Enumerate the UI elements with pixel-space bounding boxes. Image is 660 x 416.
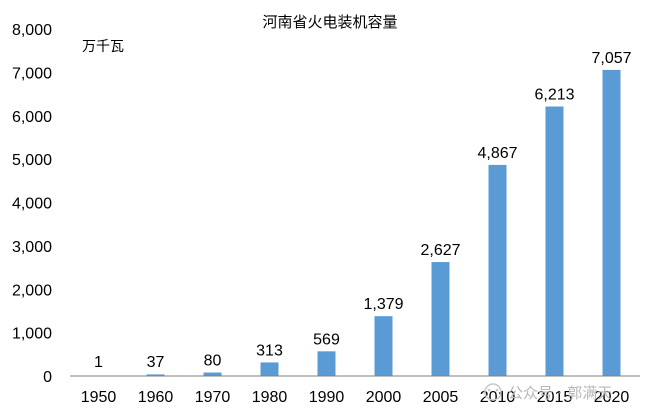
wechat-icon-eye-left — [487, 388, 491, 392]
x-tick-label: 2015 — [537, 389, 573, 406]
y-tick-label: 8,000 — [12, 22, 52, 39]
wechat-icon — [484, 383, 502, 401]
x-tick-label: 2010 — [480, 389, 516, 406]
data-label: 4,867 — [477, 145, 517, 162]
x-tick-label: 1990 — [309, 389, 345, 406]
bar — [146, 374, 165, 376]
x-tick-label: 1950 — [81, 389, 117, 406]
bar — [317, 351, 336, 376]
x-tick-label: 2020 — [594, 389, 630, 406]
data-label: 2,627 — [420, 242, 460, 259]
watermark-text: 公众号 · 郭满天 — [508, 384, 612, 402]
bar — [431, 262, 450, 376]
y-tick-label: 7,000 — [12, 65, 52, 82]
y-tick-label: 3,000 — [12, 239, 52, 256]
x-axis: 1950 1960 1970 1980 1990 2000 2005 2010 2015 2020 — [70, 375, 640, 406]
bar — [602, 69, 621, 377]
y-tick-label: 1,000 — [12, 326, 52, 343]
watermark: 公众号 · 郭满天 — [484, 383, 612, 402]
bar — [203, 372, 222, 376]
x-tick-label: 1980 — [252, 389, 288, 406]
bar — [488, 164, 507, 376]
x-tick-label: 2000 — [366, 389, 402, 406]
y-tick-label: 6,000 — [12, 109, 52, 126]
data-label: 569 — [313, 331, 340, 348]
bar — [260, 362, 279, 376]
x-tick-label: 1960 — [138, 389, 174, 406]
y-tick-label: 0 — [43, 369, 52, 386]
bar — [374, 316, 393, 376]
unit-label: 万千瓦 — [82, 39, 124, 55]
bars: 1 37 80 313 569 1,379 2,627 4,867 6,213 7,057 — [89, 50, 632, 377]
wechat-icon-eye-right — [495, 388, 499, 392]
x-tick-label: 2005 — [423, 389, 459, 406]
chart-title: 河南省火电装机容量 — [262, 13, 397, 31]
x-tick-label: 1970 — [195, 389, 231, 406]
data-label: 1,379 — [363, 296, 403, 313]
data-label: 37 — [147, 354, 165, 371]
y-tick-label: 2,000 — [12, 282, 52, 299]
data-label: 80 — [204, 353, 222, 370]
bar — [545, 106, 564, 377]
data-label: 1 — [94, 354, 103, 371]
y-tick-label: 4,000 — [12, 196, 52, 213]
y-tick-label: 5,000 — [12, 152, 52, 169]
data-label: 7,057 — [591, 50, 631, 67]
y-axis: 0 1,000 2,000 3,000 4,000 5,000 6,000 7,000 8,00… — [12, 22, 52, 386]
data-label: 6,213 — [534, 87, 574, 104]
data-label: 313 — [256, 342, 283, 359]
